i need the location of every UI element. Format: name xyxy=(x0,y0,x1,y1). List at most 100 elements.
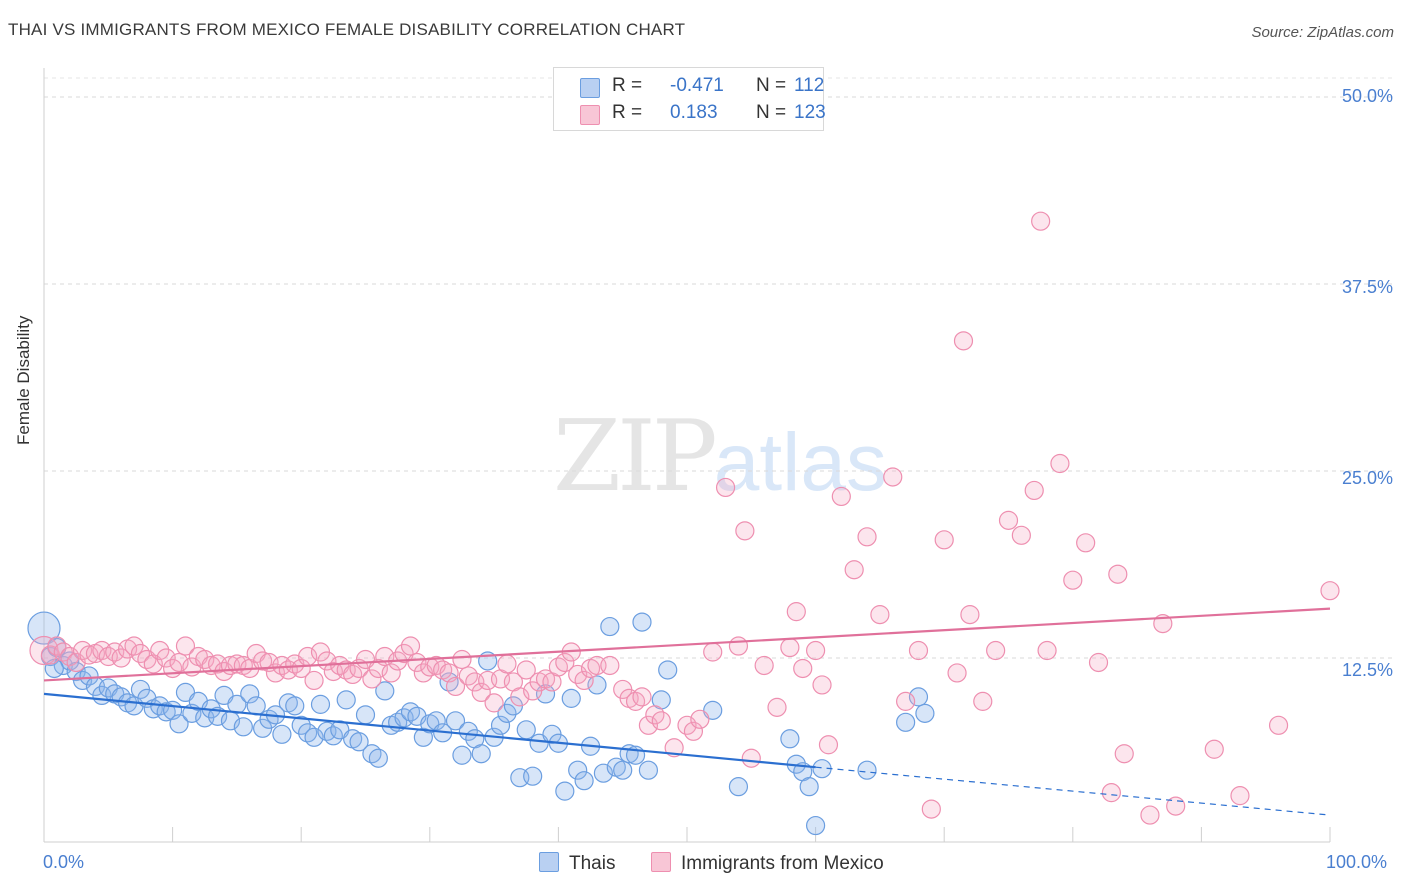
legend-n-value: 112 xyxy=(794,75,825,96)
mexico-point xyxy=(381,663,401,683)
mexico-point xyxy=(445,676,466,697)
mexico-point xyxy=(1063,570,1083,590)
legend-r-label: R = xyxy=(612,75,643,96)
mexico-point xyxy=(156,648,176,668)
thai-point xyxy=(291,715,311,735)
mexico-point xyxy=(921,799,941,819)
mexico-point xyxy=(1031,211,1051,231)
mexico-point xyxy=(947,663,967,683)
mexico-point xyxy=(805,640,826,661)
mexico-point xyxy=(471,682,491,703)
thai-point xyxy=(568,760,588,780)
thai-point xyxy=(915,703,935,723)
x-tick-label: 0.0% xyxy=(43,852,85,872)
thai-point xyxy=(780,729,800,749)
thai-point xyxy=(458,721,478,741)
mexico-point xyxy=(998,510,1019,530)
mexico-point xyxy=(1024,480,1044,501)
mexico-point xyxy=(1076,533,1096,553)
mexico-point xyxy=(124,636,144,656)
mexico-point xyxy=(600,655,620,676)
mexico-point xyxy=(632,687,652,707)
thai-point xyxy=(728,777,749,797)
legend-n-label: N = xyxy=(756,75,787,96)
mexico-point xyxy=(973,691,993,711)
thai-point xyxy=(349,732,369,752)
thai-point xyxy=(587,675,607,695)
mexico-point xyxy=(484,693,504,713)
thai-point xyxy=(310,694,331,714)
thai-point xyxy=(426,711,446,731)
mexico-point xyxy=(304,670,324,691)
thai-point xyxy=(169,714,189,734)
bottom-legend-mexico: Immigrants from Mexico xyxy=(651,852,884,875)
mexico-point xyxy=(908,640,929,661)
mexico-point xyxy=(1204,739,1224,759)
mexico-point xyxy=(683,721,704,741)
thai-point xyxy=(368,748,388,768)
thai-point xyxy=(561,688,581,708)
mexico-point xyxy=(1101,783,1121,803)
bottom-legend-thais: Thais xyxy=(539,852,615,875)
mexico-point xyxy=(715,477,736,498)
mexico-point xyxy=(1268,715,1289,735)
mexico-point xyxy=(767,697,787,717)
y-tick-label: 37.5% xyxy=(1341,277,1393,297)
thai-point xyxy=(27,611,61,645)
legend-swatch-pink xyxy=(580,105,600,125)
thai-point xyxy=(857,760,877,780)
bottom-legend-swatch-pink xyxy=(651,852,671,872)
mexico-point xyxy=(407,652,427,673)
thai-point xyxy=(246,696,266,716)
thai-point xyxy=(445,711,466,731)
thai-point xyxy=(452,745,472,765)
y-tick-label: 12.5% xyxy=(1341,660,1393,680)
thai-point xyxy=(272,724,292,744)
mexico-point xyxy=(780,637,800,658)
source-label: Source: ZipAtlas.com xyxy=(1251,24,1394,41)
mexico-point xyxy=(638,715,659,735)
thai-point xyxy=(574,771,594,791)
mexico-point xyxy=(1011,525,1031,545)
bottom-legend-label: Thais xyxy=(569,853,616,874)
thai-point xyxy=(471,744,491,764)
mexico-point xyxy=(812,675,832,695)
mexico-point xyxy=(786,602,806,622)
mexico-point xyxy=(651,711,671,731)
thai-point xyxy=(613,760,633,780)
y-tick-label: 50.0% xyxy=(1341,86,1393,106)
legend-r-value: -0.471 xyxy=(670,75,724,96)
thai-point xyxy=(227,694,247,714)
legend-r-value: 0.183 xyxy=(670,102,718,123)
mexico-point xyxy=(690,709,710,729)
mexico-point xyxy=(870,605,890,625)
legend-swatch-blue xyxy=(580,78,600,98)
y-axis-label: Female Disability xyxy=(14,315,33,445)
x-tick-label: 100.0% xyxy=(1326,852,1388,872)
thai-point xyxy=(79,666,99,686)
thai-point xyxy=(908,687,929,707)
mexico-point xyxy=(883,467,903,487)
mexico-point xyxy=(960,605,980,625)
mexico-point xyxy=(497,654,517,674)
thai-trend-extension xyxy=(815,766,1331,816)
mexico-point xyxy=(754,655,774,676)
mexico-trend-line xyxy=(43,607,1331,682)
thai-point xyxy=(799,777,819,797)
mexico-point xyxy=(150,640,170,661)
mexico-point xyxy=(703,642,723,662)
mexico-point xyxy=(831,486,851,507)
mexico-point xyxy=(986,640,1006,661)
thai-point xyxy=(600,616,620,637)
mexico-point xyxy=(368,658,388,679)
watermark-atlas: atlas xyxy=(713,417,887,508)
thai-point xyxy=(355,705,376,725)
thai-point xyxy=(523,766,543,786)
legend-n-value: 123 xyxy=(794,102,826,123)
mexico-point xyxy=(169,652,189,673)
mexico-point xyxy=(728,636,749,656)
mexico-point xyxy=(1050,453,1070,474)
mexico-point xyxy=(741,748,761,768)
mexico-point xyxy=(818,735,839,755)
